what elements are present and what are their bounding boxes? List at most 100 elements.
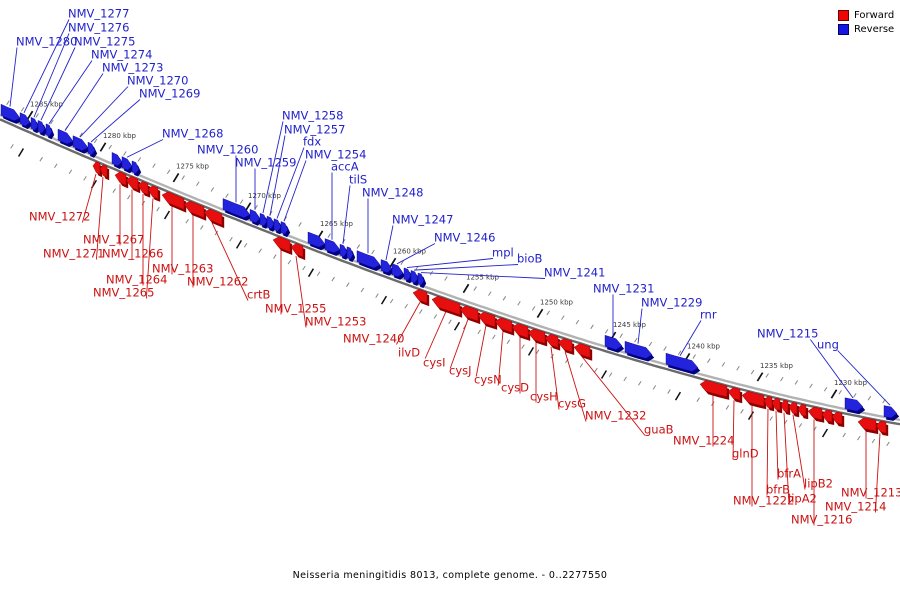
gene-arrow-NMV_1246[interactable]	[391, 263, 404, 278]
gene-label-cysD[interactable]: cysD	[501, 381, 529, 395]
gene-label-NMV_1231[interactable]: NMV_1231	[593, 282, 654, 296]
gene-arrow-NMV_1213[interactable]	[857, 417, 877, 432]
gene-label-NMV_1269[interactable]: NMV_1269	[139, 87, 200, 101]
gene-label-NMV_1215[interactable]: NMV_1215	[757, 327, 818, 341]
gene-arrow-NMV_1276[interactable]	[30, 116, 39, 131]
gene-arrow-NMV_1275[interactable]	[37, 120, 46, 134]
gene-label-NMV_1264[interactable]: NMV_1264	[106, 273, 167, 287]
gene-label-NMV_1224[interactable]: NMV_1224	[673, 434, 734, 448]
gene-label-fdx[interactable]: fdx	[303, 135, 321, 149]
gene-label-NMV_1271[interactable]: NMV_1271	[43, 247, 104, 261]
gene-label-NMV_1272[interactable]: NMV_1272	[29, 210, 90, 224]
gene-arrow-NMV_1247[interactable]	[380, 259, 393, 273]
gene-label-NMV_1273[interactable]: NMV_1273	[102, 61, 163, 75]
gene-arrow-NMV_1231[interactable]	[604, 335, 623, 350]
gene-arrow-NMV_1229[interactable]	[624, 341, 653, 359]
gene-label-crtB[interactable]: crtB	[247, 288, 271, 302]
gene-arrow-NMV_1274[interactable]	[45, 123, 53, 137]
gene-label-accA[interactable]: accA	[331, 160, 359, 174]
gene-label-glnD[interactable]: glnD	[732, 447, 759, 461]
gene-arrow-NMV_1265[interactable]	[147, 185, 159, 199]
gene-label-cysI[interactable]: cysI	[423, 356, 446, 370]
gene-arrow-gene[interactable]	[111, 152, 123, 167]
gene-label-rnr[interactable]: rnr	[700, 308, 717, 322]
gene-label-NMV_1255[interactable]: NMV_1255	[265, 302, 326, 316]
gene-arrow-NMV_1273[interactable]	[57, 128, 74, 145]
gene-label-NMV_1240[interactable]: NMV_1240	[343, 332, 404, 346]
gene-arrow-gene[interactable]	[797, 404, 807, 417]
gene-arrow-bfrA[interactable]	[771, 397, 781, 411]
gene-arrow-NMV_1257[interactable]	[266, 215, 275, 229]
gene-arrow-fdx[interactable]	[273, 218, 282, 232]
gene-arrow-rnr[interactable]	[665, 352, 699, 372]
gene-label-NMV_1268[interactable]: NMV_1268	[162, 127, 223, 141]
gene-label-NMV_1257[interactable]: NMV_1257	[284, 123, 345, 137]
gene-arrow-NMV_1258[interactable]	[259, 213, 268, 227]
gene-label-cysG[interactable]: cysG	[558, 397, 586, 411]
gene-arrow-guaB[interactable]	[573, 343, 591, 358]
gene-label-NMV_1259[interactable]: NMV_1259	[235, 156, 296, 170]
gene-arrow-NMV_1259[interactable]	[249, 208, 261, 223]
gene-label-NMV_1214[interactable]: NMV_1214	[825, 500, 886, 514]
gene-arrow-NMV_1254[interactable]	[280, 221, 289, 235]
gene-label-NMV_1248[interactable]: NMV_1248	[362, 186, 423, 200]
gene-label-NMV_1213[interactable]: NMV_1213	[841, 486, 900, 500]
gene-label-bfrB[interactable]: bfrB	[766, 483, 790, 497]
gene-arrow-NMV_1215[interactable]	[844, 397, 864, 412]
gene-arrow-glnD[interactable]	[727, 387, 741, 401]
gene-label-NMV_1262[interactable]: NMV_1262	[187, 275, 248, 289]
gene-label-NMV_1232[interactable]: NMV_1232	[585, 409, 646, 423]
gene-arrow-crtB[interactable]	[203, 208, 223, 226]
gene-label-NMV_1263[interactable]: NMV_1263	[152, 262, 213, 276]
gene-label-guaB[interactable]: guaB	[644, 423, 674, 437]
gene-arrow-NMV_1268[interactable]	[121, 156, 133, 171]
gene-label-NMV_1277[interactable]: NMV_1277	[68, 7, 129, 21]
gene-label-NMV_1267[interactable]: NMV_1267	[83, 233, 144, 247]
gene-arrow-gene[interactable]	[307, 231, 326, 248]
gene-label-bioB[interactable]: bioB	[517, 252, 543, 266]
gene-label-NMV_1216[interactable]: NMV_1216	[791, 513, 852, 527]
gene-label-NMV_1275[interactable]: NMV_1275	[74, 35, 135, 49]
gene-arrow-tilS[interactable]	[339, 243, 348, 257]
gene-arrow-gene[interactable]	[346, 246, 354, 260]
gene-arrow-NMV_1280[interactable]	[0, 103, 21, 122]
gene-label-NMV_1274[interactable]: NMV_1274	[91, 48, 152, 62]
gene-arrow-NMV_1232[interactable]	[557, 338, 573, 353]
gene-label-NMV_1241[interactable]: NMV_1241	[544, 266, 605, 280]
gene-label-NMV_1246[interactable]: NMV_1246	[434, 231, 495, 245]
gene-arrow-NMV_1216[interactable]	[807, 406, 823, 421]
gene-arrow-NMV_1241[interactable]	[417, 272, 425, 286]
gene-label-NMV_1266[interactable]: NMV_1266	[102, 247, 163, 261]
gene-label-NMV_1260[interactable]: NMV_1260	[197, 143, 258, 157]
gene-arrow-NMV_1271[interactable]	[99, 164, 108, 178]
gene-label-NMV_1254[interactable]: NMV_1254	[305, 148, 366, 162]
gene-label-ilvD[interactable]: ilvD	[398, 346, 420, 360]
gene-arrow-NMV_1272[interactable]	[92, 161, 101, 175]
gene-label-cysJ[interactable]: cysJ	[449, 364, 472, 378]
gene-arrow-NMV_1253[interactable]	[290, 243, 304, 258]
gene-label-lipB2[interactable]: lipB2	[804, 477, 833, 491]
gene-label-NMV_1247[interactable]: NMV_1247	[392, 213, 453, 227]
gene-arrow-NMV_1260[interactable]	[222, 198, 251, 219]
gene-label-NMV_1222[interactable]: NMV_1222	[733, 494, 794, 508]
gene-label-lipA2[interactable]: lipA2	[788, 492, 817, 506]
gene-label-NMV_1280[interactable]: NMV_1280	[16, 35, 77, 49]
gene-arrow-NMV_1224[interactable]	[699, 380, 728, 398]
gene-label-NMV_1270[interactable]: NMV_1270	[127, 74, 188, 88]
gene-arrow-lipA2[interactable]	[780, 399, 789, 413]
gene-arrow-NMV_1214[interactable]	[875, 420, 887, 434]
gene-arrow-mpl[interactable]	[403, 267, 412, 281]
gene-arrow-NMV_1277[interactable]	[19, 112, 31, 127]
gene-label-cysH[interactable]: cysH	[530, 390, 558, 404]
gene-arrow-gene[interactable]	[131, 160, 140, 174]
gene-arrow-gene[interactable]	[831, 411, 843, 425]
gene-arrow-NMV_1270[interactable]	[72, 135, 89, 151]
gene-label-ung[interactable]: ung	[817, 338, 839, 352]
gene-arrow-NMV_1240[interactable]	[412, 289, 428, 304]
gene-label-cysN[interactable]: cysN	[474, 373, 502, 387]
gene-label-NMV_1276[interactable]: NMV_1276	[68, 21, 129, 35]
gene-label-NMV_1253[interactable]: NMV_1253	[305, 315, 366, 329]
gene-arrow-NMV_1269[interactable]	[87, 141, 96, 156]
gene-label-tilS[interactable]: tilS	[349, 173, 367, 187]
gene-label-bfrA[interactable]: bfrA	[777, 467, 801, 481]
